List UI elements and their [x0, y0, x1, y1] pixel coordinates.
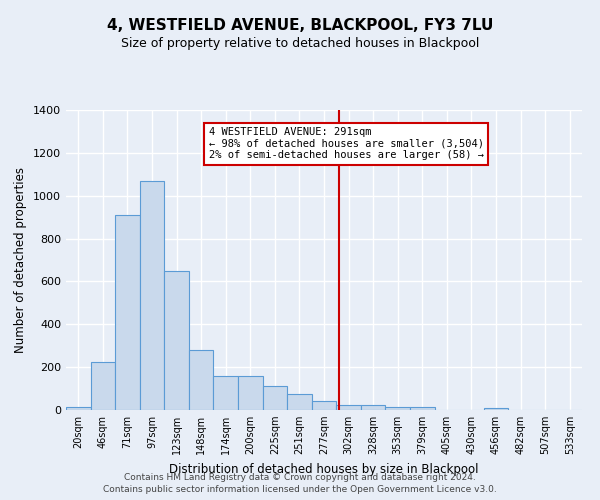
Text: 4, WESTFIELD AVENUE, BLACKPOOL, FY3 7LU: 4, WESTFIELD AVENUE, BLACKPOOL, FY3 7LU — [107, 18, 493, 32]
Bar — [336, 404, 361, 410]
Bar — [287, 394, 312, 410]
Bar — [189, 350, 214, 410]
Text: Contains HM Land Registry data © Crown copyright and database right 2024.: Contains HM Land Registry data © Crown c… — [124, 472, 476, 482]
Bar — [91, 362, 115, 410]
Bar — [484, 408, 508, 410]
Bar — [410, 407, 434, 410]
Text: Size of property relative to detached houses in Blackpool: Size of property relative to detached ho… — [121, 38, 479, 51]
X-axis label: Distribution of detached houses by size in Blackpool: Distribution of detached houses by size … — [169, 462, 479, 475]
Bar — [238, 376, 263, 410]
Bar — [214, 376, 238, 410]
Text: Contains public sector information licensed under the Open Government Licence v3: Contains public sector information licen… — [103, 485, 497, 494]
Y-axis label: Number of detached properties: Number of detached properties — [14, 167, 28, 353]
Bar — [164, 270, 189, 410]
Bar — [361, 404, 385, 410]
Bar — [66, 407, 91, 410]
Text: 4 WESTFIELD AVENUE: 291sqm
← 98% of detached houses are smaller (3,504)
2% of se: 4 WESTFIELD AVENUE: 291sqm ← 98% of deta… — [209, 127, 484, 160]
Bar — [115, 215, 140, 410]
Bar — [385, 407, 410, 410]
Bar — [263, 386, 287, 410]
Bar — [312, 401, 336, 410]
Bar — [140, 180, 164, 410]
